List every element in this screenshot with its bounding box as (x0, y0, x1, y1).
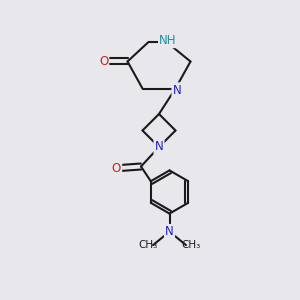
Text: N: N (172, 83, 182, 97)
Text: O: O (112, 161, 121, 175)
Text: CH₃: CH₃ (182, 240, 201, 250)
Text: O: O (99, 55, 108, 68)
Text: N: N (165, 225, 174, 238)
Text: N: N (154, 140, 164, 154)
Text: NH: NH (159, 34, 177, 47)
Text: CH₃: CH₃ (138, 240, 157, 250)
